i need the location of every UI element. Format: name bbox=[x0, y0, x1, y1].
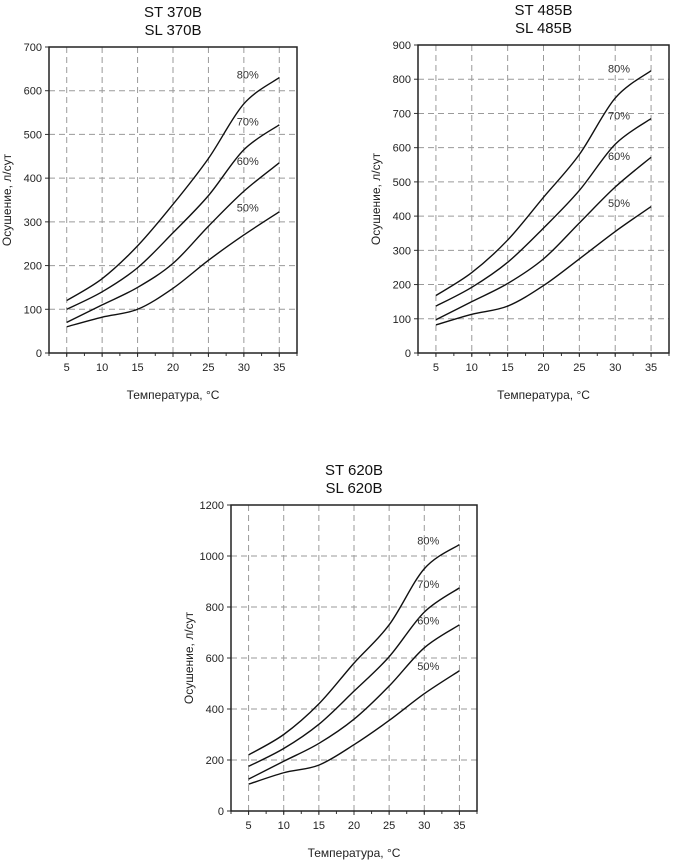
chart-title-line: SL 370B bbox=[145, 22, 202, 39]
y-axis-label: Осушение, л/сут bbox=[369, 152, 383, 245]
y-axis-label: Осушение, л/сут bbox=[182, 611, 196, 704]
y-tick-label: 100 bbox=[24, 304, 42, 316]
x-tick-label: 25 bbox=[573, 362, 585, 374]
y-tick-label: 600 bbox=[206, 653, 224, 665]
y-axis-label: Осушение, л/сут bbox=[0, 153, 14, 246]
x-tick-label: 5 bbox=[433, 362, 439, 374]
series-line-80pct bbox=[248, 543, 460, 756]
x-tick-label: 5 bbox=[64, 362, 70, 374]
x-tick-label: 35 bbox=[273, 362, 285, 374]
x-tick-label: 35 bbox=[645, 362, 657, 374]
y-tick-label: 800 bbox=[393, 74, 411, 86]
y-tick-label: 1200 bbox=[200, 500, 224, 512]
y-tick-label: 900 bbox=[393, 40, 411, 52]
y-tick-label: 1000 bbox=[200, 551, 224, 563]
y-tick-label: 700 bbox=[24, 42, 42, 54]
series-label: 60% bbox=[417, 615, 439, 627]
series-line-50pct bbox=[66, 211, 280, 328]
plot-frame bbox=[230, 504, 478, 812]
series-line-80pct bbox=[435, 70, 652, 297]
series-label: 60% bbox=[608, 151, 630, 163]
y-tick-label: 500 bbox=[24, 129, 42, 141]
x-tick-label: 5 bbox=[246, 820, 252, 832]
plot-frame bbox=[417, 44, 670, 354]
x-tick-label: 10 bbox=[96, 362, 108, 374]
x-tick-label: 35 bbox=[453, 820, 465, 832]
y-tick-label: 400 bbox=[206, 704, 224, 716]
y-tick-label: 300 bbox=[393, 245, 411, 257]
y-tick-label: 0 bbox=[218, 806, 224, 818]
x-tick-label: 10 bbox=[466, 362, 478, 374]
y-tick-label: 500 bbox=[393, 177, 411, 189]
series-line-60pct bbox=[66, 162, 280, 324]
chart-title-line: SL 620B bbox=[326, 480, 383, 497]
y-tick-label: 0 bbox=[405, 348, 411, 360]
chart-title-line: ST 620B bbox=[325, 462, 383, 479]
series-label: 50% bbox=[237, 202, 259, 214]
series-label: 70% bbox=[608, 110, 630, 122]
y-tick-label: 800 bbox=[206, 602, 224, 614]
series-line-60pct bbox=[435, 156, 652, 321]
y-tick-label: 700 bbox=[393, 108, 411, 120]
series-line-80pct bbox=[66, 77, 280, 302]
x-tick-label: 10 bbox=[278, 820, 290, 832]
series-line-50pct bbox=[435, 205, 652, 326]
series-line-60pct bbox=[248, 624, 460, 780]
x-tick-label: 25 bbox=[383, 820, 395, 832]
y-tick-label: 300 bbox=[24, 217, 42, 229]
y-tick-label: 0 bbox=[36, 348, 42, 360]
x-tick-label: 15 bbox=[131, 362, 143, 374]
x-tick-label: 30 bbox=[238, 362, 250, 374]
series-label: 70% bbox=[237, 116, 259, 128]
series-label: 80% bbox=[608, 63, 630, 75]
x-tick-label: 30 bbox=[609, 362, 621, 374]
plot-frame bbox=[48, 46, 298, 354]
series-line-70pct bbox=[435, 118, 652, 307]
x-tick-label: 30 bbox=[418, 820, 430, 832]
y-tick-label: 200 bbox=[206, 755, 224, 767]
series-label: 50% bbox=[608, 198, 630, 210]
x-tick-label: 20 bbox=[167, 362, 179, 374]
x-axis-label: Температура, °C bbox=[308, 846, 401, 860]
series-line-50pct bbox=[248, 670, 460, 785]
y-tick-label: 400 bbox=[24, 173, 42, 185]
y-tick-label: 200 bbox=[393, 280, 411, 292]
y-tick-label: 400 bbox=[393, 211, 411, 223]
x-tick-label: 20 bbox=[537, 362, 549, 374]
series-label: 60% bbox=[237, 156, 259, 168]
y-tick-label: 200 bbox=[24, 261, 42, 273]
chart-title-line: SL 485B bbox=[515, 20, 572, 37]
series-label: 80% bbox=[417, 536, 439, 548]
y-tick-label: 600 bbox=[24, 86, 42, 98]
x-tick-label: 15 bbox=[502, 362, 514, 374]
chart-title-line: ST 485B bbox=[514, 2, 572, 19]
chart-title-line: ST 370B bbox=[144, 4, 202, 21]
x-tick-label: 15 bbox=[313, 820, 325, 832]
y-tick-label: 600 bbox=[393, 143, 411, 155]
series-label: 50% bbox=[417, 661, 439, 673]
x-tick-label: 25 bbox=[202, 362, 214, 374]
x-axis-label: Температура, °C bbox=[127, 388, 220, 402]
series-line-70pct bbox=[66, 124, 280, 310]
series-label: 70% bbox=[417, 579, 439, 591]
y-tick-label: 100 bbox=[393, 314, 411, 326]
x-axis-label: Температура, °C bbox=[497, 388, 590, 402]
series-line-70pct bbox=[248, 587, 460, 767]
series-label: 80% bbox=[237, 70, 259, 82]
x-tick-label: 20 bbox=[348, 820, 360, 832]
